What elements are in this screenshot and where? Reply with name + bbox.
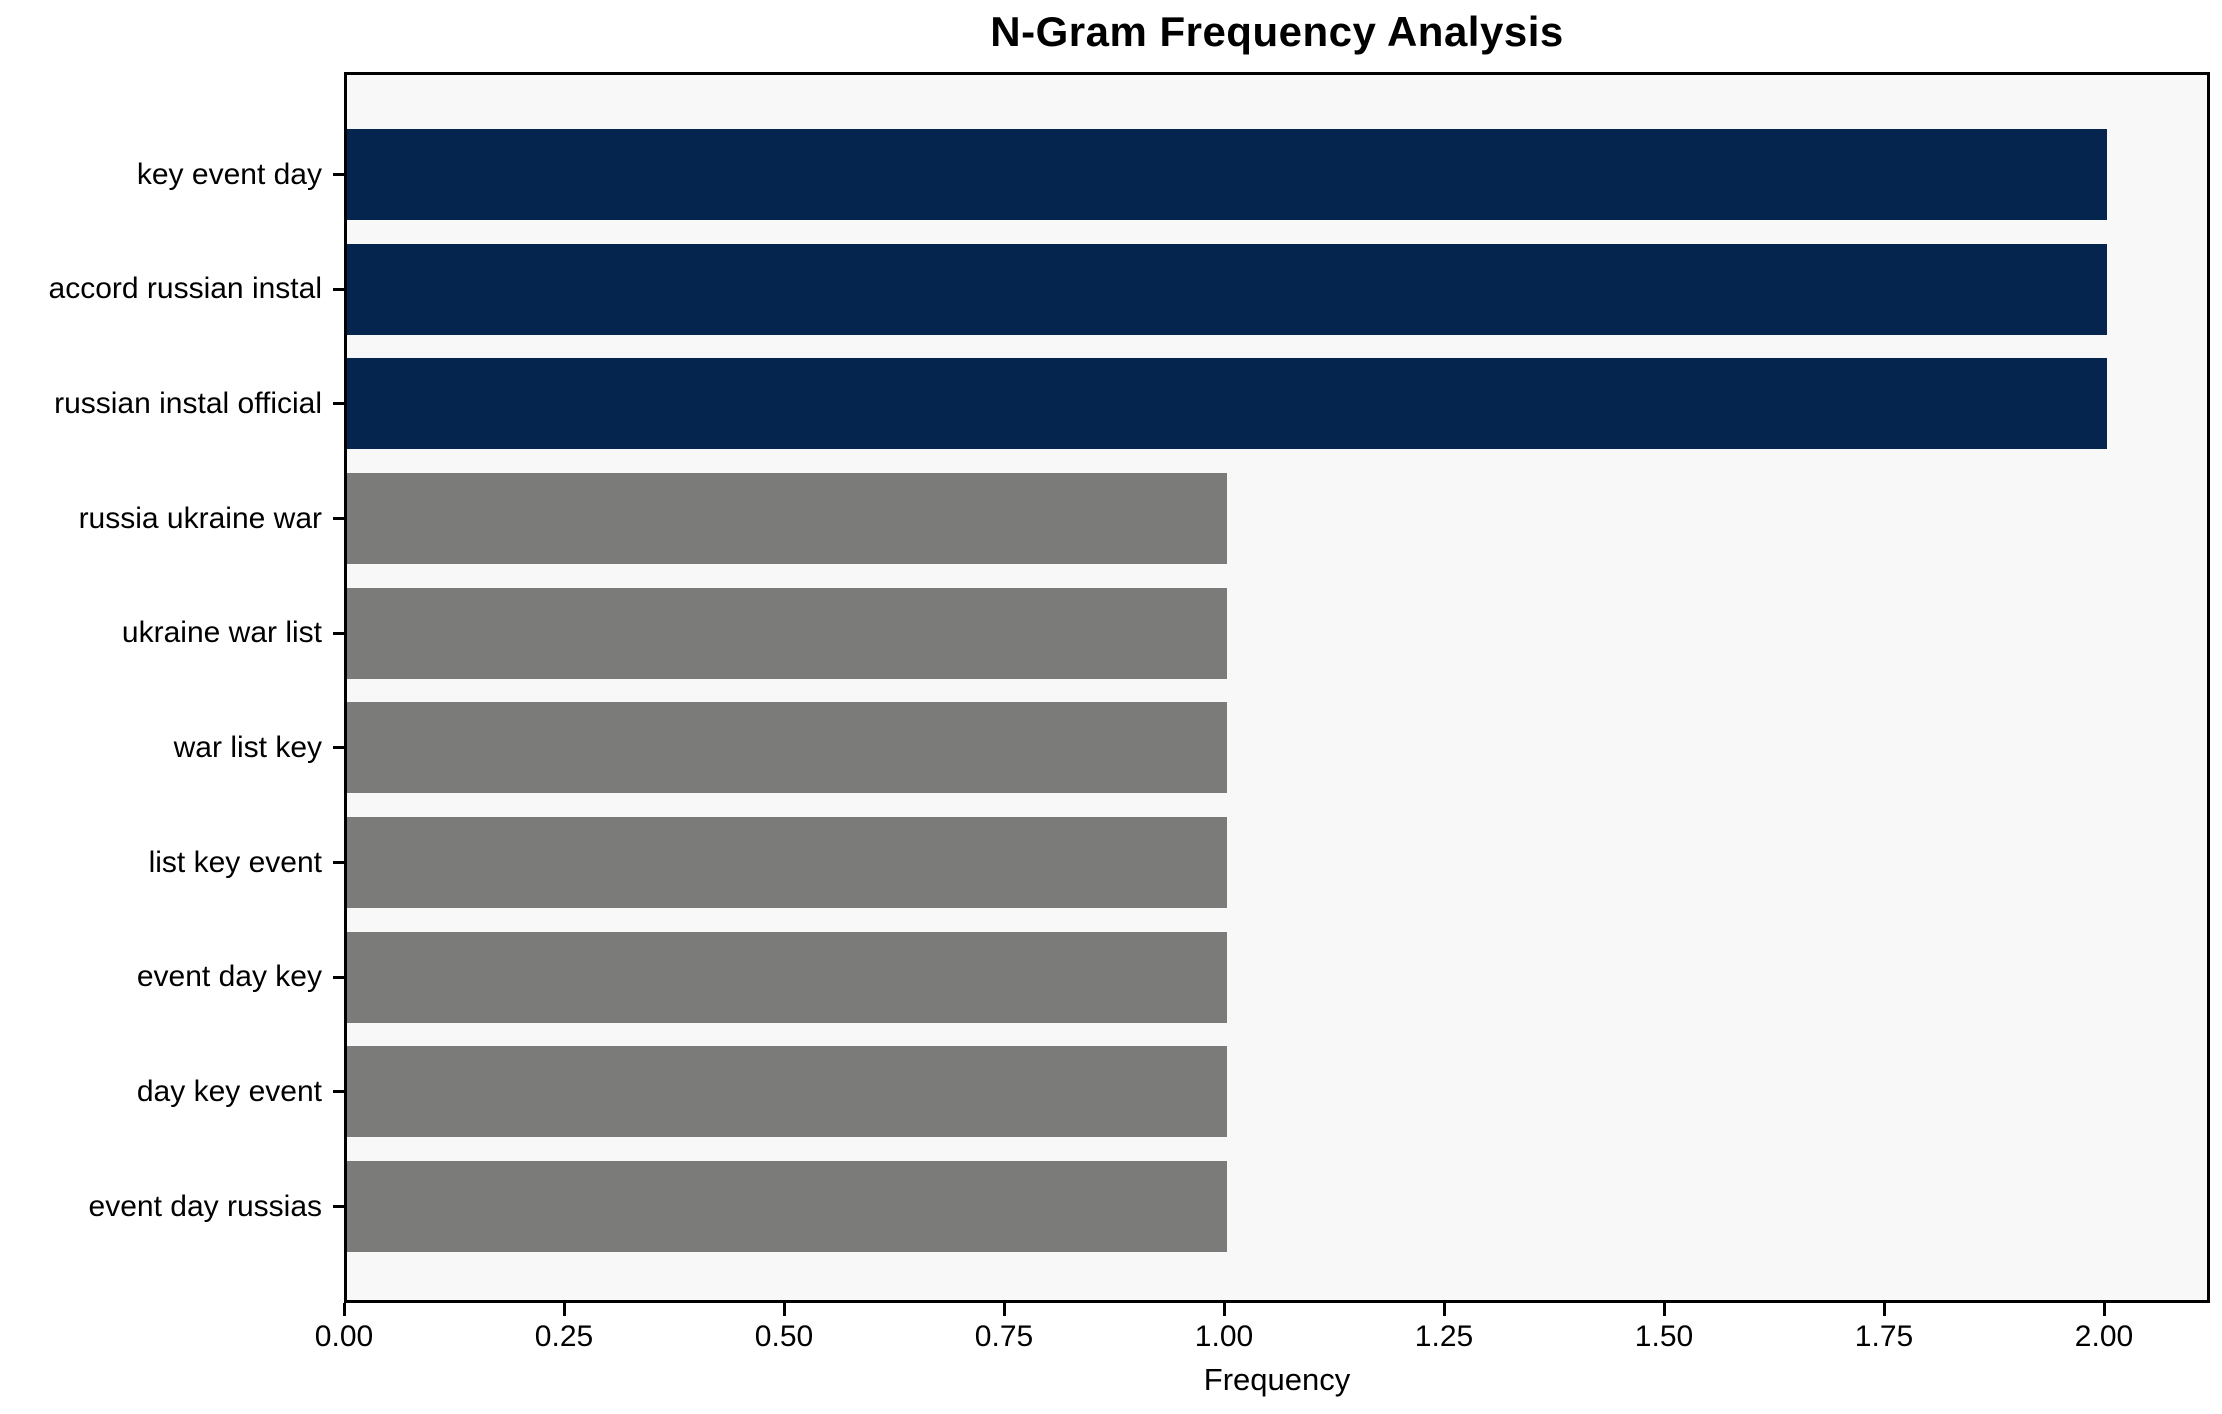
x-tick-label: 1.00 <box>1194 1320 1254 1353</box>
y-tick-label: accord russian instal <box>48 272 322 305</box>
chart-bar <box>347 817 1227 909</box>
x-tick-mark <box>783 1303 786 1316</box>
chart-bar <box>347 358 2107 450</box>
chart-bar <box>347 1046 1227 1138</box>
chart-bar <box>347 587 1227 679</box>
y-tick-mark <box>333 1090 344 1093</box>
chart-bar <box>347 473 1227 564</box>
y-tick-label: ukraine war list <box>121 616 322 649</box>
y-tick-mark <box>333 861 344 864</box>
x-tick-label: 0.50 <box>754 1320 814 1353</box>
x-tick-label: 0.25 <box>534 1320 594 1353</box>
x-tick-label: 0.75 <box>974 1320 1034 1353</box>
x-axis-label: Frequency <box>1203 1362 1351 1397</box>
y-tick-label: russia ukraine war <box>78 502 322 535</box>
x-tick-mark <box>563 1303 566 1316</box>
x-tick-mark <box>2103 1303 2106 1316</box>
x-tick-mark <box>343 1303 346 1316</box>
x-tick-label: 1.50 <box>1634 1320 1694 1353</box>
chart-bar <box>347 931 1227 1023</box>
x-tick-mark <box>1003 1303 1006 1316</box>
y-tick-label: day key event <box>136 1075 322 1108</box>
x-tick-mark <box>1663 1303 1666 1316</box>
y-tick-label: list key event <box>148 846 322 879</box>
y-tick-label: war list key <box>173 731 322 764</box>
y-tick-mark <box>333 288 344 291</box>
plot-area <box>344 72 2210 1303</box>
chart-bar <box>347 1161 1227 1253</box>
chart-bar <box>347 702 1227 794</box>
y-tick-mark <box>333 517 344 520</box>
y-tick-mark <box>333 1205 344 1208</box>
y-tick-mark <box>333 746 344 749</box>
y-tick-mark <box>333 402 344 405</box>
x-tick-mark <box>1883 1303 1886 1316</box>
chart-title: N-Gram Frequency Analysis <box>990 8 1564 55</box>
y-tick-mark <box>333 632 344 635</box>
x-tick-label: 0.00 <box>314 1320 374 1353</box>
y-tick-label: russian instal official <box>54 387 322 420</box>
x-tick-mark <box>1443 1303 1446 1316</box>
x-tick-label: 2.00 <box>2074 1320 2134 1353</box>
chart-bar <box>347 243 2107 335</box>
y-tick-mark <box>333 976 344 979</box>
y-tick-label: key event day <box>136 158 322 191</box>
chart-bar <box>347 129 2107 220</box>
x-tick-mark <box>1223 1303 1226 1316</box>
y-tick-mark <box>333 173 344 176</box>
x-tick-label: 1.75 <box>1854 1320 1914 1353</box>
y-tick-label: event day russias <box>88 1190 322 1223</box>
x-tick-label: 1.25 <box>1414 1320 1474 1353</box>
y-tick-label: event day key <box>136 960 322 993</box>
